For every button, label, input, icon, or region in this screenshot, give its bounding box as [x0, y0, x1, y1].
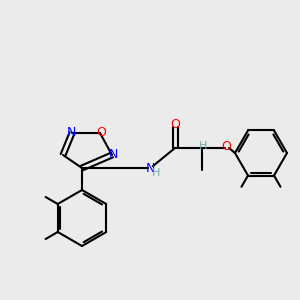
Text: N: N: [145, 163, 155, 176]
Text: O: O: [96, 125, 106, 139]
Text: O: O: [221, 140, 231, 154]
Text: O: O: [170, 118, 180, 131]
Text: H: H: [199, 141, 207, 151]
Text: N: N: [66, 125, 76, 139]
Text: H: H: [152, 168, 160, 178]
Text: N: N: [108, 148, 118, 161]
